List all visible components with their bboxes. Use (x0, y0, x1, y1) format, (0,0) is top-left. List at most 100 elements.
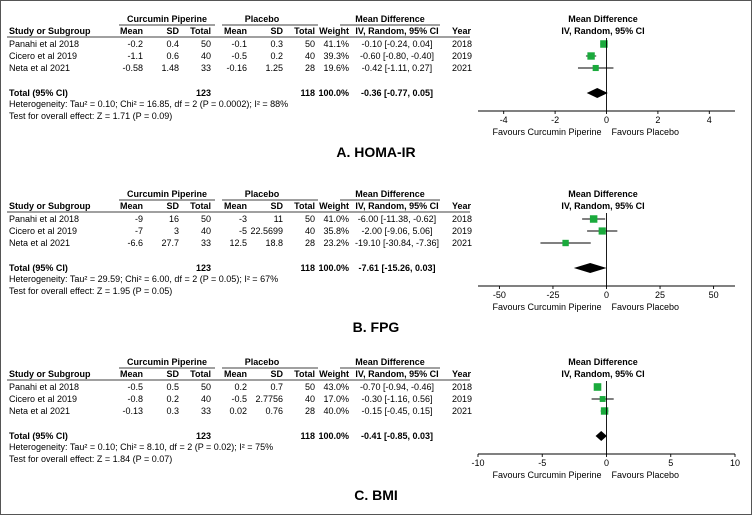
control-sd: 0.76 (265, 406, 283, 416)
study-weight: 19.6% (323, 63, 349, 73)
study-name: Cicero et al 2019 (9, 394, 77, 404)
x-tick-label: 2 (655, 115, 660, 125)
study-row: Neta et al 2021 -0.58 1.48 33 -0.16 1.25 28 19.… (9, 63, 614, 73)
col-header-c-total: Total (294, 26, 315, 36)
study-ci: -0.70 [-0.94, -0.46] (360, 382, 434, 392)
study-ci: -0.15 [-0.45, 0.15] (361, 406, 432, 416)
header-effect: Mean Difference (355, 357, 425, 367)
panel-label: C. BMI (354, 487, 398, 503)
study-year: 2021 (452, 238, 472, 248)
control-mean: -3 (239, 214, 247, 224)
control-total: 28 (305, 238, 315, 248)
total-control-n: 118 (300, 431, 315, 441)
study-year: 2021 (452, 406, 472, 416)
study-name: Neta et al 2021 (9, 63, 70, 73)
study-name: Panahi et al 2018 (9, 214, 79, 224)
effect-square-marker (589, 215, 598, 223)
col-header-t-sd: SD (166, 369, 179, 379)
favours-right-label: Favours Placebo (612, 127, 680, 137)
control-sd: 1.25 (265, 63, 283, 73)
favours-left-label: Favours Curcumin Piperine (492, 302, 601, 312)
col-header-c-sd: SD (270, 26, 283, 36)
overall-effect-text: Test for overall effect: Z = 1.84 (P = 0… (9, 454, 172, 464)
col-header-t-sd: SD (166, 26, 179, 36)
study-weight: 40.0% (323, 406, 349, 416)
heterogeneity-text: Heterogeneity: Tau² = 0.10; Chi² = 16.85… (9, 99, 288, 109)
study-name: Neta et al 2021 (9, 238, 70, 248)
col-header-plot-ci: IV, Random, 95% CI (561, 369, 644, 379)
study-weight: 23.2% (323, 238, 349, 248)
control-mean: -0.5 (231, 394, 247, 404)
control-total: 28 (305, 63, 315, 73)
col-header-t-mean: Mean (120, 26, 143, 36)
total-control-n: 118 (300, 88, 315, 98)
total-weight: 100.0% (318, 88, 349, 98)
study-name: Cicero et al 2019 (9, 226, 77, 236)
forest-panel-2: Curcumin Piperine Placebo Mean Difference M… (7, 189, 735, 335)
header-control: Placebo (245, 357, 280, 367)
effect-square-marker (599, 396, 606, 402)
treatment-sd: 16 (169, 214, 179, 224)
header-effect: Mean Difference (355, 14, 425, 24)
treatment-mean: -0.58 (122, 63, 143, 73)
total-ci: -0.41 [-0.85, 0.03] (361, 431, 433, 441)
study-row: Panahi et al 2018 -9 16 50 -3 11 50 41.0% -6.00 … (9, 214, 606, 224)
x-tick-label: 0 (604, 115, 609, 125)
total-ci: -0.36 [-0.77, 0.05] (361, 88, 433, 98)
control-sd: 0.2 (270, 51, 283, 61)
control-mean: -0.1 (231, 39, 247, 49)
treatment-mean: -1.1 (127, 51, 143, 61)
header-treatment: Curcumin Piperine (127, 14, 207, 24)
col-header-study: Study or Subgroup (9, 369, 91, 379)
x-tick-label: -5 (538, 458, 546, 468)
x-tick-label: 10 (730, 458, 740, 468)
col-header-plot-ci: IV, Random, 95% CI (561, 26, 644, 36)
x-tick-label: 0 (604, 290, 609, 300)
col-header-c-total: Total (294, 369, 315, 379)
effect-square-marker (562, 239, 569, 247)
treatment-mean: -0.5 (127, 382, 143, 392)
study-year: 2019 (452, 226, 472, 236)
study-year: 2018 (452, 382, 472, 392)
col-header-c-mean: Mean (224, 26, 247, 36)
control-mean: 0.2 (234, 382, 247, 392)
total-label: Total (95% CI) (9, 431, 68, 441)
col-header-study: Study or Subgroup (9, 201, 91, 211)
col-header-plot-ci: IV, Random, 95% CI (561, 201, 644, 211)
study-name: Neta et al 2021 (9, 406, 70, 416)
col-header-t-total: Total (190, 369, 211, 379)
treatment-sd: 0.4 (166, 39, 179, 49)
study-weight: 35.8% (323, 226, 349, 236)
study-year: 2019 (452, 51, 472, 61)
study-row: Cicero et al 2019 -1.1 0.6 40 -0.5 0.2 40 39.3%… (9, 51, 597, 61)
header-plot: Mean Difference (568, 14, 638, 24)
treatment-sd: 1.48 (161, 63, 179, 73)
total-label: Total (95% CI) (9, 88, 68, 98)
col-header-t-total: Total (190, 201, 211, 211)
control-total: 40 (305, 51, 315, 61)
treatment-total: 40 (201, 51, 211, 61)
total-label: Total (95% CI) (9, 263, 68, 273)
treatment-mean: -0.2 (127, 39, 143, 49)
x-tick-label: 25 (655, 290, 665, 300)
study-row: Neta et al 2021 -6.6 27.7 33 12.5 18.8 28 23.2%… (9, 238, 591, 248)
study-ci: -0.10 [-0.24, 0.04] (361, 39, 432, 49)
treatment-total: 40 (201, 394, 211, 404)
study-year: 2018 (452, 39, 472, 49)
treatment-mean: -9 (135, 214, 143, 224)
header-plot: Mean Difference (568, 357, 638, 367)
header-effect: Mean Difference (355, 189, 425, 199)
effect-square-marker (587, 52, 595, 60)
treatment-total: 33 (201, 238, 211, 248)
col-header-c-total: Total (294, 201, 315, 211)
favours-left-label: Favours Curcumin Piperine (492, 127, 601, 137)
study-weight: 17.0% (323, 394, 349, 404)
x-tick-label: 0 (604, 458, 609, 468)
treatment-total: 33 (201, 406, 211, 416)
treatment-total: 50 (201, 382, 211, 392)
effect-square-marker (600, 407, 609, 415)
header-plot: Mean Difference (568, 189, 638, 199)
effect-square-marker (593, 383, 602, 391)
treatment-total: 50 (201, 39, 211, 49)
